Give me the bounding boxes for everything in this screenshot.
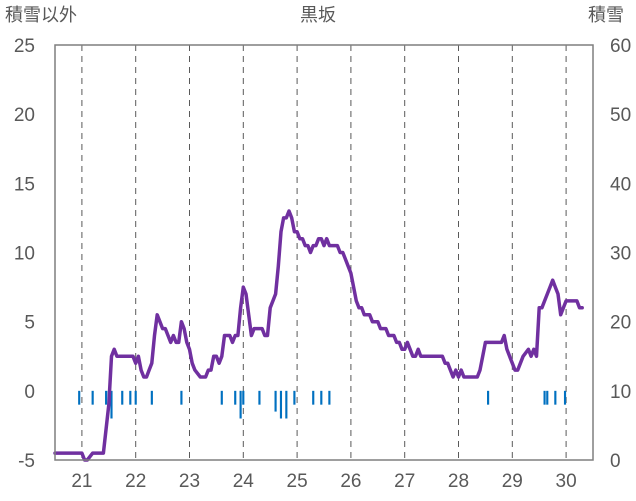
bar-24 <box>546 390 549 405</box>
left-tick-label-6: 25 <box>14 36 35 57</box>
bar-25 <box>554 390 557 405</box>
chart-title: 黒坂 <box>300 5 336 26</box>
bar-10 <box>220 390 223 405</box>
bar-5 <box>121 390 124 405</box>
bar-16 <box>279 390 283 419</box>
plot-frame <box>54 44 594 461</box>
x-tick-label-5: 26 <box>340 471 361 492</box>
bar-series <box>78 390 567 419</box>
x-tick-label-6: 27 <box>394 471 415 492</box>
bar-4 <box>110 390 113 419</box>
x-tick-label-9: 30 <box>556 471 577 492</box>
left-axis-ticks: -5 0 5 10 15 20 25 <box>14 36 35 472</box>
bar-13 <box>242 390 245 405</box>
bar-1 <box>91 390 94 405</box>
bar-19 <box>312 390 315 405</box>
left-tick-label-5: 20 <box>14 105 35 126</box>
bar-2 <box>105 390 108 405</box>
bar-23 <box>543 390 546 405</box>
x-tick-label-7: 28 <box>448 471 469 492</box>
bar-9 <box>180 390 183 405</box>
bar-22 <box>487 390 490 405</box>
bar-21 <box>328 390 331 405</box>
right-tick-label-0: 0 <box>610 451 621 472</box>
right-tick-label-1: 10 <box>610 382 631 403</box>
x-tick-label-0: 21 <box>71 471 92 492</box>
right-tick-label-2: 20 <box>610 313 631 334</box>
x-tick-label-8: 29 <box>502 471 523 492</box>
right-tick-label-4: 40 <box>610 174 631 195</box>
right-tick-label-3: 30 <box>610 244 631 265</box>
x-axis-ticks: 21 22 23 24 25 26 27 28 29 30 <box>71 471 576 492</box>
left-tick-label-0: -5 <box>18 451 35 472</box>
left-tick-label-1: 0 <box>24 382 35 403</box>
bar-11 <box>234 390 237 405</box>
bar-20 <box>320 390 323 405</box>
right-tick-label-6: 60 <box>610 36 631 57</box>
bar-8 <box>150 390 153 405</box>
bar-18 <box>293 390 296 405</box>
bar-7 <box>134 390 137 405</box>
x-tick-label-2: 23 <box>179 471 200 492</box>
bar-26 <box>563 390 567 405</box>
bar-0 <box>78 390 81 405</box>
left-tick-label-4: 15 <box>14 174 35 195</box>
left-tick-label-2: 5 <box>24 313 35 334</box>
bar-17 <box>285 390 288 419</box>
right-axis-label: 積雪 <box>588 5 624 26</box>
bar-15 <box>274 390 277 412</box>
right-axis-ticks: 0 10 20 30 40 50 60 <box>610 36 631 472</box>
left-axis-label: 積雪以外 <box>5 5 77 26</box>
left-tick-label-3: 10 <box>14 244 35 265</box>
bar-12 <box>239 390 242 419</box>
bar-14 <box>258 390 261 405</box>
x-tick-label-1: 22 <box>125 471 146 492</box>
line-series <box>53 209 584 462</box>
right-tick-label-5: 50 <box>610 105 631 126</box>
gridlines <box>81 45 567 460</box>
line-path <box>53 209 584 462</box>
x-tick-label-3: 24 <box>233 471 255 492</box>
bar-6 <box>129 390 132 405</box>
x-tick-label-4: 25 <box>287 471 308 492</box>
